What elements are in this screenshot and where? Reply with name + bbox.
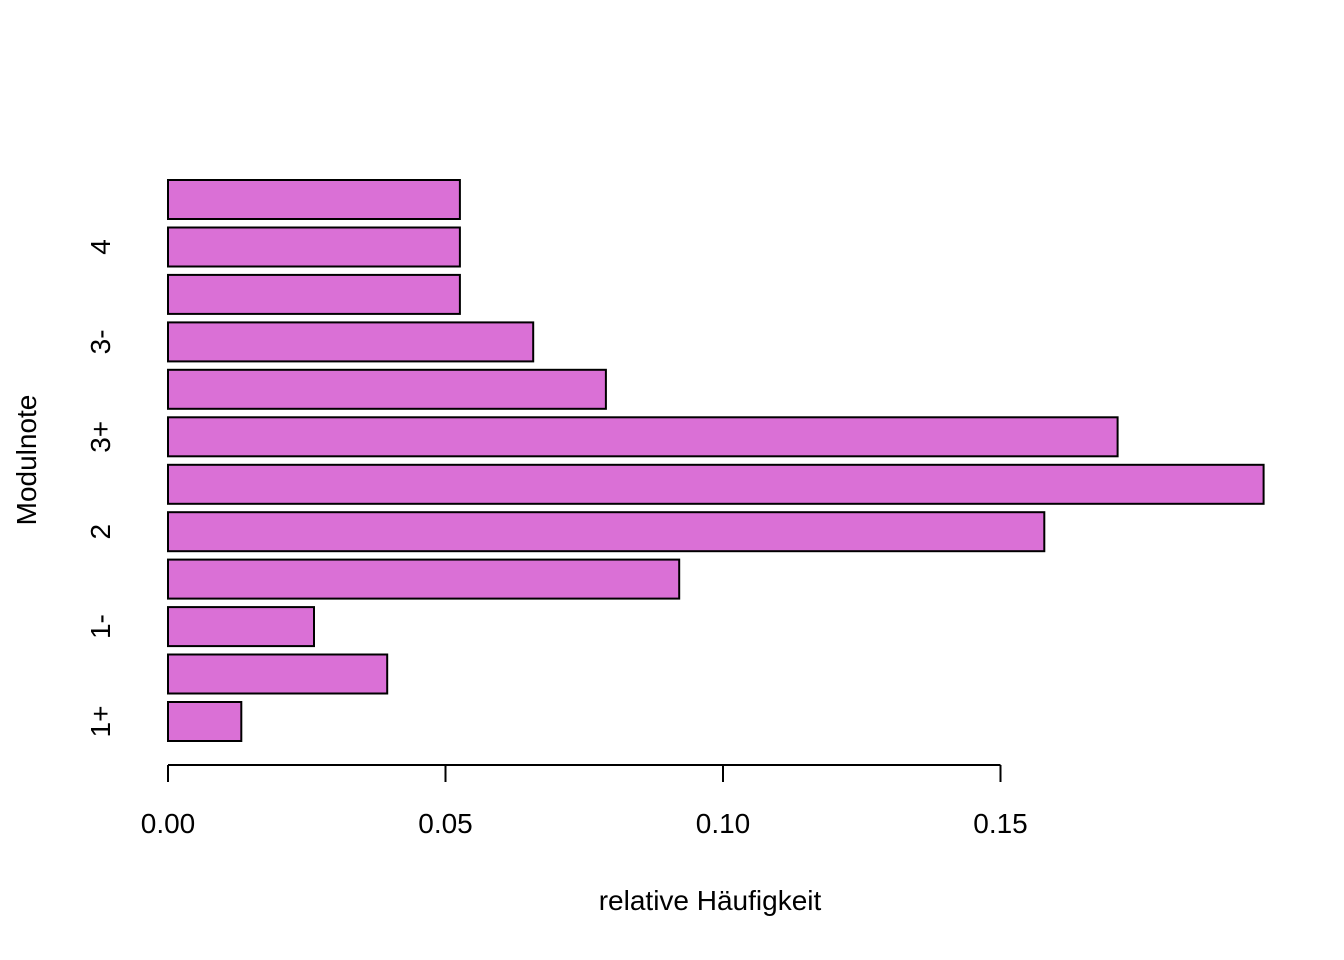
x-tick-label: 0.00: [141, 808, 196, 839]
y-tick-label: 3-: [85, 329, 116, 354]
y-tick-label: 1+: [85, 706, 116, 738]
bar-4-: [167, 179, 461, 220]
x-tick-label: 0.15: [973, 808, 1028, 839]
bar-3-: [167, 321, 535, 363]
y-tick-label: 3+: [85, 421, 116, 453]
bar-3: [167, 368, 607, 410]
bar-2+: [167, 558, 681, 600]
y-tick-label: 1-: [85, 614, 116, 639]
x-tick-label: 0.05: [418, 808, 473, 839]
x-tick-label: 0.10: [696, 808, 751, 839]
bar-1: [167, 653, 389, 695]
y-axis-labels: 1+ 1- 2 3+ 3- 4: [85, 239, 116, 737]
bar-4+: [167, 273, 461, 315]
bar-2-: [167, 463, 1265, 505]
x-axis-title: relative Häufigkeit: [599, 885, 822, 916]
bar-3+: [167, 416, 1119, 458]
y-tick-label: 2: [85, 524, 116, 540]
bar-2: [167, 511, 1046, 553]
bars-layer: [167, 179, 1265, 742]
x-axis: 0.00 0.05 0.10 0.15: [141, 764, 1028, 839]
bar-1-: [167, 606, 315, 648]
y-axis-title: Modulnote: [11, 395, 42, 526]
bar-4: [167, 226, 461, 268]
y-tick-label: 4: [85, 239, 116, 255]
bar-1+: [167, 701, 243, 742]
